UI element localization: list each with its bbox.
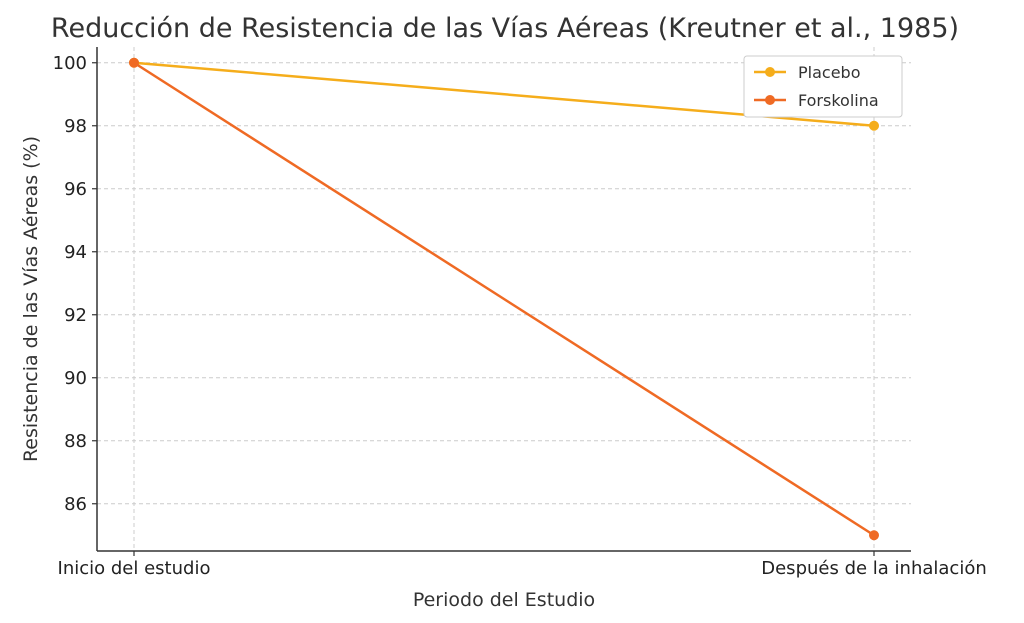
tick-layer: 86 88 90 92 94 96 98 100 Inicio del estudio Despu… [53,53,987,579]
y-tick-label: 92 [64,305,87,326]
data-point-placebo [869,120,879,131]
y-tick-label: 90 [64,368,87,389]
data-point-forskolina [129,57,139,68]
legend-marker-forskolina [765,95,775,105]
y-tick-label: 100 [53,53,87,74]
data-point-forskolina [869,530,879,541]
y-tick-label: 96 [64,179,87,200]
chart-title: Reducción de Resistencia de las Vías Aér… [51,13,959,44]
y-tick-label: 88 [64,431,87,452]
legend: Placebo Forskolina [743,55,903,118]
legend-label-forskolina: Forskolina [798,91,879,110]
x-tick-label: Inicio del estudio [58,558,211,579]
x-axis-label: Periodo del Estudio [413,589,595,611]
y-tick-label: 94 [64,242,87,263]
y-tick-label: 98 [64,116,87,137]
series-layer [129,57,879,541]
x-tick-label: Después de la inhalación [761,558,987,579]
y-tick-label: 86 [64,494,87,515]
legend-marker-placebo [765,67,775,77]
y-axis-label: Resistencia de las Vías Aéreas (%) [20,136,42,462]
legend-label-placebo: Placebo [798,63,860,82]
series-line-forskolina [133,61,875,537]
